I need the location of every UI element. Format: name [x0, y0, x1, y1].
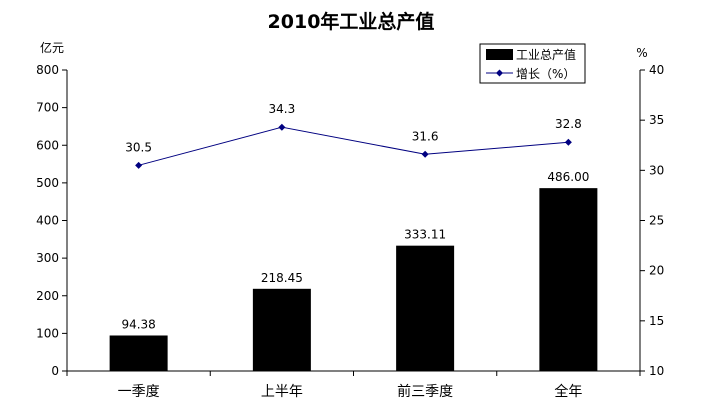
bar-series: 94.38 218.45 333.11 486.00	[109, 170, 598, 371]
right-tick-label: 35	[649, 113, 664, 127]
axes: 0 100 200 300 400 500 600 700 800 10 15 20 25 30 35 40 一…	[36, 63, 664, 400]
bar	[109, 335, 168, 371]
bar	[396, 245, 455, 371]
right-tick-label: 20	[649, 264, 664, 278]
line-point	[421, 150, 429, 158]
left-tick-label: 0	[51, 364, 59, 378]
left-tick-label: 600	[36, 138, 59, 152]
bar-data-label: 333.11	[404, 228, 446, 242]
line-data-label: 31.6	[412, 129, 439, 143]
line-data-label: 32.8	[555, 117, 582, 131]
right-tick-label: 30	[649, 163, 664, 177]
chart-title: 2010年工业总产值	[268, 10, 435, 33]
left-tick-label: 400	[36, 214, 59, 228]
right-tick-label: 10	[649, 364, 664, 378]
left-axis-unit: 亿元	[40, 40, 64, 55]
x-tick-label: 上半年	[261, 384, 303, 400]
right-tick-label: 40	[649, 63, 664, 77]
left-tick-label: 300	[36, 251, 59, 265]
right-tick-label: 15	[649, 314, 664, 328]
left-tick-label: 700	[36, 101, 59, 115]
legend-line-marker	[496, 69, 503, 77]
x-tick-label: 前三季度	[397, 383, 453, 400]
left-tick-label: 800	[36, 63, 59, 77]
left-tick-label: 200	[36, 289, 59, 303]
x-tick-label: 全年	[554, 383, 582, 400]
bar-data-label: 94.38	[121, 317, 155, 331]
bar-data-label: 218.45	[261, 271, 303, 285]
growth-line	[138, 126, 569, 166]
line-series: 30.5 34.3 31.6 32.8	[125, 102, 582, 169]
legend-bar-label: 工业总产值	[516, 47, 576, 62]
left-tick-label: 100	[36, 326, 59, 340]
bar	[252, 288, 311, 371]
right-axis-unit: %	[636, 46, 647, 60]
legend-bar-swatch	[486, 49, 513, 60]
x-tick-label: 一季度	[118, 384, 160, 400]
right-tick-label: 25	[649, 214, 664, 228]
line-point	[564, 138, 572, 146]
line-point	[135, 161, 143, 169]
left-tick-label: 500	[36, 176, 59, 190]
line-data-label: 34.3	[269, 102, 296, 116]
line-point	[278, 123, 286, 131]
bar	[539, 188, 598, 371]
bar-data-label: 486.00	[547, 170, 589, 184]
legend-line-label: 增长（%）	[516, 67, 575, 81]
legend: 工业总产值 增长（%）	[479, 43, 586, 84]
line-data-label: 30.5	[125, 140, 152, 154]
